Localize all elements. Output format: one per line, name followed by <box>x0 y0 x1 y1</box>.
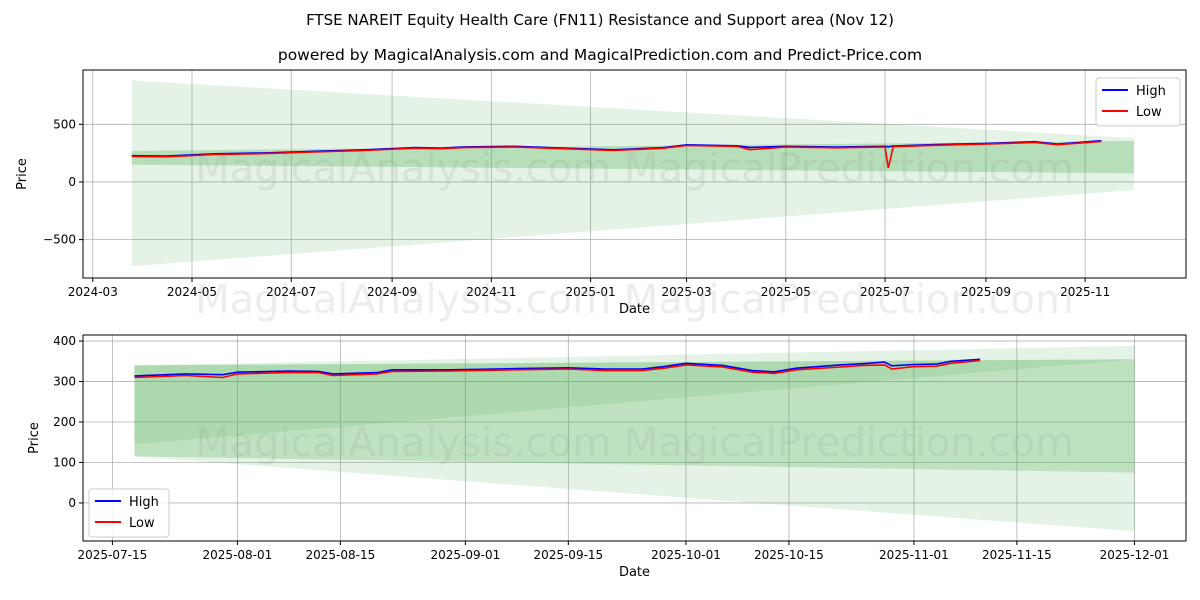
x-tick-label: 2025-11-15 <box>982 548 1052 562</box>
y-axis-label: Price <box>27 422 42 454</box>
legend-label-low: Low <box>129 516 155 531</box>
x-tick-label: 2025-09-15 <box>533 548 603 562</box>
x-tick-label: 2024-05 <box>167 285 217 299</box>
x-tick-label: 2024-09 <box>367 285 417 299</box>
x-tick-label: 2025-07-15 <box>78 548 148 562</box>
y-tick-label: 200 <box>53 415 76 429</box>
y-tick-label: 300 <box>53 375 76 389</box>
x-tick-label: 2025-09-01 <box>430 548 500 562</box>
watermark: MagicalAnalysis.com MagicalPrediction.co… <box>195 277 1074 323</box>
x-tick-label: 2024-03 <box>68 285 118 299</box>
x-tick-label: 2025-08-15 <box>305 548 375 562</box>
y-tick-label: 500 <box>53 117 76 131</box>
chart-subtitle: powered by MagicalAnalysis.com and Magic… <box>277 46 923 64</box>
x-tick-label: 2025-01 <box>566 285 616 299</box>
x-tick-label: 2025-03 <box>661 285 711 299</box>
series-line-low <box>134 359 981 379</box>
watermark: MagicalAnalysis.com MagicalPrediction.co… <box>195 146 1074 192</box>
watermark: MagicalAnalysis.com MagicalPrediction.co… <box>195 420 1074 466</box>
series-line-low <box>131 140 1102 169</box>
x-axis-label: Date <box>619 565 650 580</box>
legend-label-low: Low <box>1136 105 1162 120</box>
x-tick-label: 2024-07 <box>266 285 316 299</box>
x-tick-label: 2025-11 <box>1060 285 1110 299</box>
support-resistance-band <box>134 359 1135 473</box>
y-tick-label: −500 <box>43 233 76 247</box>
x-tick-label: 2025-08-01 <box>203 548 273 562</box>
axes-frame <box>82 69 1187 279</box>
x-tick-label: 2025-09 <box>961 285 1011 299</box>
y-tick-label: 100 <box>53 455 76 469</box>
x-tick-label: 2025-07 <box>860 285 910 299</box>
x-axis-label: Date <box>619 302 650 317</box>
legend-label-high: High <box>1136 84 1166 99</box>
x-tick-label: 2025-11-01 <box>879 548 949 562</box>
support-resistance-band <box>134 345 1135 532</box>
x-tick-label: 2025-10-01 <box>651 548 721 562</box>
y-tick-label: 0 <box>68 175 76 189</box>
y-tick-label: 400 <box>53 334 76 348</box>
x-tick-label: 2025-10-15 <box>754 548 824 562</box>
legend-label-high: High <box>129 495 159 510</box>
y-tick-label: 0 <box>68 496 76 510</box>
axes-frame <box>82 334 1187 542</box>
x-tick-label: 2025-05 <box>761 285 811 299</box>
x-tick-label: 2024-11 <box>466 285 516 299</box>
y-axis-label: Price <box>15 158 30 190</box>
support-resistance-band <box>134 359 1135 445</box>
chart-title: FTSE NAREIT Equity Health Care (FN11) Re… <box>306 11 894 29</box>
x-tick-label: 2025-12-01 <box>1100 548 1170 562</box>
series-line-high <box>134 358 981 377</box>
support-resistance-band <box>131 80 1134 267</box>
